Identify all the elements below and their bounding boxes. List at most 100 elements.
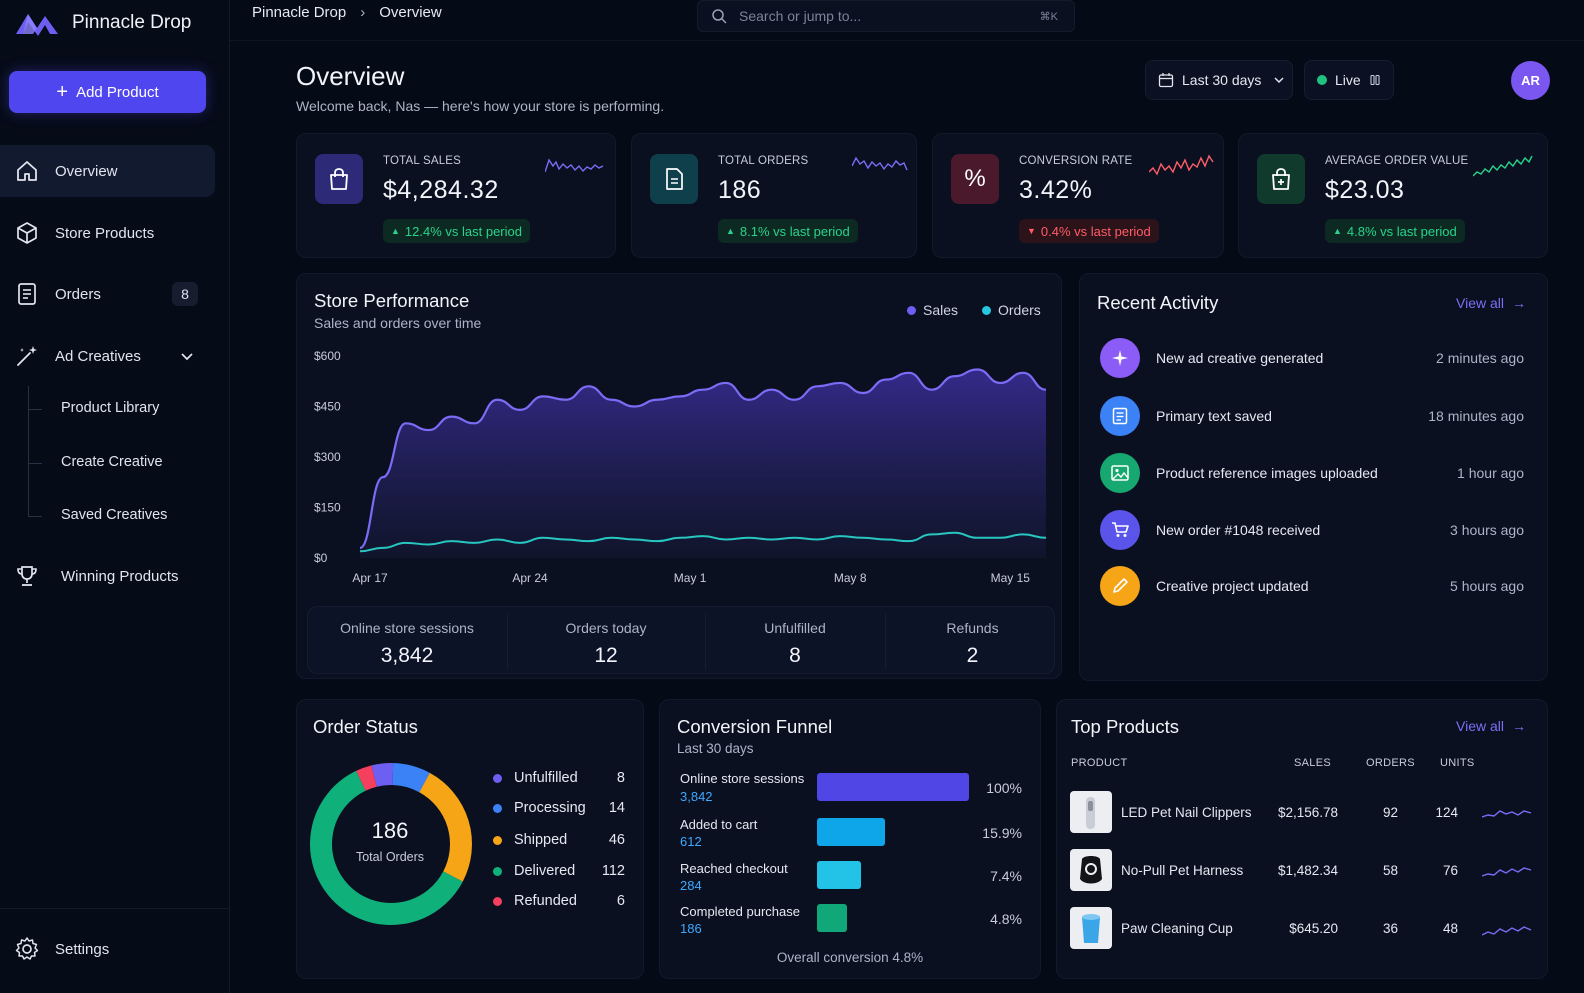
donut-slice-processing[interactable] xyxy=(392,763,430,793)
sales-point[interactable] xyxy=(952,373,958,379)
orders-point[interactable] xyxy=(448,538,454,544)
orders-point[interactable] xyxy=(563,536,569,542)
table-row[interactable]: No-Pull Pet Harness $1,482.34 58 76 xyxy=(1070,849,1532,893)
sales-point[interactable] xyxy=(791,397,797,403)
funnel-bar[interactable] xyxy=(817,773,969,801)
orders-point[interactable] xyxy=(906,538,912,544)
orders-point[interactable] xyxy=(769,536,775,542)
orders-point[interactable] xyxy=(609,535,615,541)
orders-point[interactable] xyxy=(631,536,637,542)
sales-point[interactable] xyxy=(883,377,889,383)
breadcrumb-root[interactable]: Pinnacle Drop xyxy=(252,4,347,21)
orders-point[interactable] xyxy=(517,540,523,546)
orders-point[interactable] xyxy=(883,536,889,542)
sales-point[interactable] xyxy=(586,383,592,389)
activity-item[interactable]: Creative project updated 5 hours ago xyxy=(1100,566,1524,606)
activity-item[interactable]: New ad creative generated 2 minutes ago xyxy=(1100,338,1524,378)
orders-point[interactable] xyxy=(357,548,363,554)
orders-point[interactable] xyxy=(471,540,477,546)
sidebar-item-store-products[interactable]: Store Products xyxy=(0,207,215,259)
sales-point[interactable] xyxy=(769,387,775,393)
orders-point[interactable] xyxy=(837,533,843,539)
table-row[interactable]: Paw Cleaning Cup $645.20 36 48 xyxy=(1070,907,1532,951)
sidebar-item-ad-creatives[interactable]: Ad Creatives xyxy=(0,330,215,382)
orders-point[interactable] xyxy=(700,533,706,539)
add-product-button[interactable]: + Add Product xyxy=(9,71,206,113)
sales-point[interactable] xyxy=(540,393,546,399)
sales-point[interactable] xyxy=(563,397,569,403)
user-avatar[interactable]: AR xyxy=(1511,61,1550,100)
orders-point[interactable] xyxy=(814,536,820,542)
search-input[interactable]: Search or jump to... ⌘K xyxy=(697,0,1075,32)
sales-point[interactable] xyxy=(517,407,523,413)
sales-point[interactable] xyxy=(837,380,843,386)
top-products-view-all-link[interactable]: View all → xyxy=(1456,718,1526,734)
sidebar-subitem-saved-creatives[interactable]: Saved Creatives xyxy=(61,507,168,523)
store-performance-chart[interactable]: $600 $450 $300 $150 $0 Apr 17 Apr 24 May 1 May … xyxy=(296,340,1062,595)
column-header-units[interactable]: UNITS xyxy=(1440,757,1475,769)
sales-point[interactable] xyxy=(471,420,477,426)
order-status-donut[interactable] xyxy=(306,756,476,932)
sales-point[interactable] xyxy=(700,387,706,393)
sales-point[interactable] xyxy=(380,474,386,480)
orders-point[interactable] xyxy=(654,538,660,544)
activity-view-all-link[interactable]: View all → xyxy=(1456,295,1526,311)
sales-point[interactable] xyxy=(814,383,820,389)
sales-point[interactable] xyxy=(654,397,660,403)
sidebar-item-orders[interactable]: Orders 8 xyxy=(0,268,215,320)
orders-point[interactable] xyxy=(403,540,409,546)
sales-point[interactable] xyxy=(609,397,615,403)
orders-point[interactable] xyxy=(586,538,592,544)
table-row[interactable]: LED Pet Nail Clippers $2,156.78 92 124 xyxy=(1070,791,1532,835)
donut-slice-delivered[interactable] xyxy=(310,770,463,925)
legend-orders[interactable]: Orders xyxy=(982,302,1041,318)
orders-point[interactable] xyxy=(929,531,935,537)
sales-point[interactable] xyxy=(860,390,866,396)
orders-point[interactable] xyxy=(1043,535,1049,541)
orders-point[interactable] xyxy=(380,545,386,551)
orders-point[interactable] xyxy=(746,535,752,541)
donut-slice-unfulfilled[interactable] xyxy=(371,763,394,787)
sales-point[interactable] xyxy=(677,393,683,399)
sales-point[interactable] xyxy=(929,387,935,393)
orders-point[interactable] xyxy=(1020,531,1026,537)
sales-point[interactable] xyxy=(997,380,1003,386)
sales-point[interactable] xyxy=(746,397,752,403)
column-header-sales[interactable]: SALES xyxy=(1294,757,1331,769)
sidebar-subitem-product-library[interactable]: Product Library xyxy=(61,400,160,416)
sales-point[interactable] xyxy=(631,404,637,410)
legend-sales[interactable]: Sales xyxy=(907,302,958,318)
sales-point[interactable] xyxy=(1043,387,1049,393)
sidebar-item-settings[interactable]: Settings xyxy=(0,923,215,975)
activity-item[interactable]: Product reference images uploaded 1 hour… xyxy=(1100,453,1524,493)
column-header-product[interactable]: PRODUCT xyxy=(1071,757,1128,769)
funnel-bar[interactable] xyxy=(817,861,861,889)
sales-point[interactable] xyxy=(494,397,500,403)
sales-point[interactable] xyxy=(426,427,432,433)
live-toggle[interactable]: Live xyxy=(1304,60,1394,100)
orders-point[interactable] xyxy=(791,535,797,541)
date-range-select[interactable]: Last 30 days xyxy=(1145,60,1293,100)
app-logo[interactable]: Pinnacle Drop xyxy=(14,8,191,38)
activity-item[interactable]: New order #1048 received 3 hours ago xyxy=(1100,510,1524,550)
sidebar-item-winning-products[interactable]: Winning Products xyxy=(0,550,215,602)
orders-point[interactable] xyxy=(540,535,546,541)
orders-point[interactable] xyxy=(723,536,729,542)
orders-point[interactable] xyxy=(952,530,958,536)
sidebar-subitem-create-creative[interactable]: Create Creative xyxy=(61,454,163,470)
sales-point[interactable] xyxy=(448,414,454,420)
chevron-down-icon[interactable] xyxy=(180,349,194,363)
orders-point[interactable] xyxy=(677,535,683,541)
sidebar-item-overview[interactable]: Overview xyxy=(0,145,215,197)
orders-point[interactable] xyxy=(997,535,1003,541)
sales-point[interactable] xyxy=(974,366,980,372)
sales-point[interactable] xyxy=(723,380,729,386)
funnel-bar[interactable] xyxy=(817,904,847,932)
sales-point[interactable] xyxy=(403,420,409,426)
sales-point[interactable] xyxy=(906,370,912,376)
orders-point[interactable] xyxy=(860,535,866,541)
orders-point[interactable] xyxy=(494,536,500,542)
sales-point[interactable] xyxy=(1020,370,1026,376)
donut-slice-shipped[interactable] xyxy=(418,772,472,882)
column-header-orders[interactable]: ORDERS xyxy=(1366,757,1415,769)
